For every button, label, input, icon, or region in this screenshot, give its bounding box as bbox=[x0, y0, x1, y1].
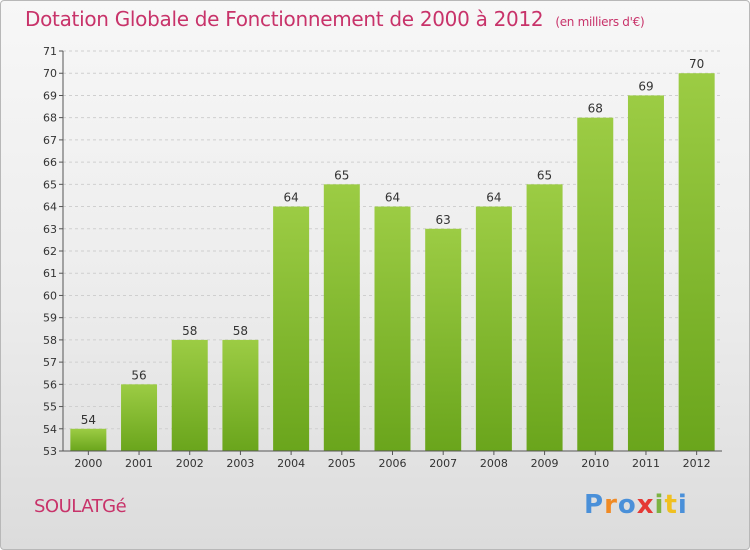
y-tick-label: 66 bbox=[43, 156, 57, 169]
x-tick-label: 2010 bbox=[581, 457, 609, 470]
x-tick-label: 2008 bbox=[480, 457, 508, 470]
bar-value-label: 63 bbox=[436, 213, 451, 227]
bar bbox=[475, 206, 512, 451]
bar-value-label: 56 bbox=[131, 368, 146, 382]
x-tick-label: 2012 bbox=[683, 457, 711, 470]
bar-value-label: 58 bbox=[233, 324, 248, 338]
y-tick-label: 63 bbox=[43, 223, 57, 236]
bar-value-label: 54 bbox=[81, 413, 96, 427]
y-tick-label: 53 bbox=[43, 445, 57, 458]
logo-letter: i bbox=[677, 490, 688, 520]
bar bbox=[121, 384, 158, 451]
x-tick-label: 2000 bbox=[74, 457, 102, 470]
x-tick-label: 2001 bbox=[125, 457, 153, 470]
proxiti-logo[interactable]: Proxiti bbox=[584, 490, 688, 520]
bar-value-label: 70 bbox=[689, 57, 704, 71]
bar bbox=[70, 428, 107, 451]
logo-letter: o bbox=[617, 490, 637, 520]
bar bbox=[678, 73, 715, 451]
bar-value-label: 65 bbox=[537, 168, 552, 182]
bar bbox=[425, 228, 462, 451]
chart-subtitle: (en milliers d'€) bbox=[555, 15, 645, 29]
bar-value-label: 69 bbox=[638, 79, 653, 93]
y-tick-label: 68 bbox=[43, 112, 57, 125]
bar-value-label: 64 bbox=[486, 191, 501, 205]
y-tick-label: 61 bbox=[43, 267, 57, 280]
x-tick-label: 2011 bbox=[632, 457, 660, 470]
chart-title-text: Dotation Globale de Fonctionnement de 20… bbox=[25, 7, 544, 31]
x-tick-label: 2009 bbox=[531, 457, 559, 470]
logo-letter: i bbox=[654, 490, 665, 520]
bars bbox=[70, 73, 715, 452]
y-tick-label: 55 bbox=[43, 401, 57, 414]
bar bbox=[171, 339, 208, 451]
y-tick-label: 71 bbox=[43, 45, 57, 58]
x-tick-label: 2002 bbox=[176, 457, 204, 470]
logo-letter: P bbox=[584, 490, 605, 520]
bar bbox=[577, 117, 614, 452]
x-tick-label: 2006 bbox=[379, 457, 407, 470]
bar bbox=[222, 339, 259, 451]
logo-letter: x bbox=[636, 490, 655, 520]
y-tick-label: 62 bbox=[43, 245, 57, 258]
x-tick-label: 2005 bbox=[328, 457, 356, 470]
bar-value-label: 65 bbox=[334, 168, 349, 182]
y-tick-label: 58 bbox=[43, 334, 57, 347]
city-name: SOULATGé bbox=[34, 496, 127, 517]
bar bbox=[526, 184, 563, 452]
x-tick-label: 2004 bbox=[277, 457, 305, 470]
bar bbox=[323, 184, 360, 452]
bar-value-label: 68 bbox=[588, 102, 603, 116]
axes bbox=[59, 50, 722, 455]
y-tick-label: 65 bbox=[43, 178, 57, 191]
y-tick-label: 70 bbox=[43, 67, 57, 80]
y-tick-label: 54 bbox=[43, 423, 57, 436]
bar-value-label: 64 bbox=[385, 191, 400, 205]
y-tick-label: 56 bbox=[43, 378, 57, 391]
bar bbox=[374, 206, 411, 451]
chart-title: Dotation Globale de Fonctionnement de 20… bbox=[25, 7, 645, 31]
x-tick-label: 2007 bbox=[429, 457, 457, 470]
y-tick-label: 64 bbox=[43, 201, 57, 214]
bar-value-label: 58 bbox=[182, 324, 197, 338]
logo-letter: t bbox=[664, 490, 678, 520]
logo-letter: r bbox=[604, 490, 618, 520]
y-tick-label: 69 bbox=[43, 89, 57, 102]
x-tick-label: 2003 bbox=[226, 457, 254, 470]
y-tick-label: 57 bbox=[43, 356, 57, 369]
bar bbox=[273, 206, 310, 451]
y-tick-label: 67 bbox=[43, 134, 57, 147]
bar bbox=[627, 95, 664, 451]
y-tick-label: 60 bbox=[43, 289, 57, 302]
labels: 53 54 55 56 57 58 59 60 61 62 63 64 65 66 67 68 69 70 71 54… bbox=[43, 45, 711, 470]
bar-value-label: 64 bbox=[283, 191, 298, 205]
y-tick-label: 59 bbox=[43, 312, 57, 325]
